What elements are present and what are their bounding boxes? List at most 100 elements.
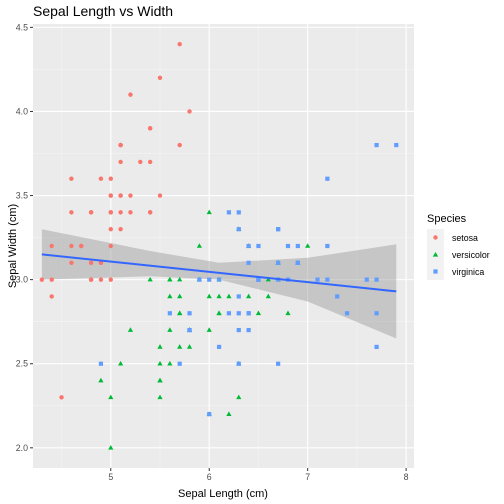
y-tick-label: 4.5 — [16, 22, 28, 32]
legend-marker-virginica — [433, 269, 438, 274]
legend-item-virginica: virginica — [427, 263, 484, 280]
legend-marker-setosa — [433, 235, 438, 240]
x-tick-label: 7 — [305, 472, 310, 482]
point-virginica — [236, 327, 241, 333]
point-setosa — [118, 159, 123, 165]
point-virginica — [167, 311, 172, 316]
point-versicolor — [246, 293, 252, 299]
point-setosa — [177, 41, 182, 47]
point-setosa — [69, 243, 74, 249]
trend-line-layer — [41, 253, 397, 293]
point-setosa — [69, 176, 74, 181]
point-setosa — [108, 243, 113, 249]
point-virginica — [226, 210, 232, 215]
x-tick-label: 8 — [404, 472, 409, 482]
x-axis-title: Sepal Length (cm) — [178, 488, 268, 500]
y-tick-label: 2.5 — [16, 359, 28, 369]
point-versicolor — [206, 293, 212, 299]
point-virginica — [374, 311, 379, 316]
point-setosa — [88, 210, 94, 215]
point-versicolor — [108, 445, 114, 450]
point-setosa — [157, 75, 163, 81]
point-virginica — [285, 243, 291, 249]
point-versicolor — [127, 327, 134, 332]
point-versicolor — [216, 310, 222, 316]
point-setosa — [147, 159, 153, 165]
point-versicolor — [177, 293, 183, 299]
point-virginica — [276, 361, 281, 366]
y-axis-ticks: 2.0 2.5 3.0 3.5 4.0 4.5 — [16, 22, 33, 453]
point-versicolor — [226, 293, 232, 299]
point-setosa — [108, 176, 113, 181]
point-versicolor — [206, 327, 212, 332]
point-setosa — [69, 260, 74, 266]
point-versicolor — [177, 276, 183, 282]
point-virginica — [335, 294, 340, 299]
point-versicolor — [167, 360, 173, 366]
point-virginica — [207, 277, 212, 282]
point-versicolor — [285, 310, 291, 316]
point-setosa — [118, 226, 123, 232]
point-setosa — [108, 277, 113, 282]
point-versicolor — [265, 276, 271, 282]
point-virginica — [236, 311, 241, 316]
point-virginica — [246, 311, 251, 316]
point-versicolor — [177, 310, 183, 316]
point-virginica — [295, 260, 300, 265]
point-virginica — [236, 210, 241, 215]
point-virginica — [246, 260, 251, 265]
legend-label-virginica: virginica — [452, 267, 484, 277]
point-setosa — [39, 277, 45, 282]
point-virginica — [364, 277, 369, 282]
point-versicolor — [265, 293, 271, 299]
point-setosa — [157, 193, 163, 198]
point-virginica — [98, 361, 104, 366]
point-virginica — [315, 277, 320, 282]
point-virginica — [325, 277, 330, 282]
point-setosa — [98, 260, 104, 266]
legend-marker-versicolor — [432, 252, 439, 257]
point-virginica — [344, 311, 350, 316]
point-setosa — [49, 277, 54, 282]
point-versicolor — [305, 243, 311, 248]
point-versicolor — [196, 243, 202, 248]
point-virginica — [207, 412, 212, 417]
point-versicolor — [186, 344, 193, 349]
point-virginica — [197, 277, 202, 282]
point-setosa — [128, 92, 133, 97]
y-axis-title: Sepal Width (cm) — [7, 204, 19, 288]
confidence-band — [41, 229, 397, 339]
point-virginica — [246, 243, 251, 249]
point-setosa — [138, 159, 143, 165]
legend-label-versicolor: versicolor — [452, 250, 490, 260]
point-versicolor — [216, 293, 222, 299]
point-versicolor — [98, 377, 104, 383]
legend: Species setosa versicolor virginica — [427, 213, 490, 280]
point-virginica — [256, 243, 261, 249]
point-virginica — [177, 361, 182, 366]
plot-panel — [33, 24, 414, 468]
point-versicolor — [236, 394, 242, 400]
y-tick-label: 3.0 — [16, 275, 28, 285]
point-setosa — [108, 193, 113, 198]
point-virginica — [226, 311, 232, 316]
point-virginica — [187, 327, 192, 333]
point-virginica — [246, 327, 251, 333]
confidence-band-layer — [41, 229, 397, 339]
point-setosa — [49, 294, 54, 299]
point-versicolor — [167, 276, 173, 282]
point-setosa — [118, 210, 123, 215]
trend-line — [41, 253, 397, 293]
point-versicolor — [157, 344, 163, 349]
point-virginica — [325, 243, 330, 249]
point-virginica — [276, 260, 281, 265]
point-setosa — [108, 210, 113, 215]
point-virginica — [374, 142, 379, 148]
point-setosa — [128, 210, 133, 215]
point-versicolor — [147, 276, 153, 282]
legend-item-setosa: setosa — [427, 229, 478, 246]
point-virginica — [325, 176, 330, 181]
point-virginica — [236, 227, 241, 232]
legend-label-setosa: setosa — [452, 233, 478, 243]
point-virginica — [394, 142, 399, 148]
